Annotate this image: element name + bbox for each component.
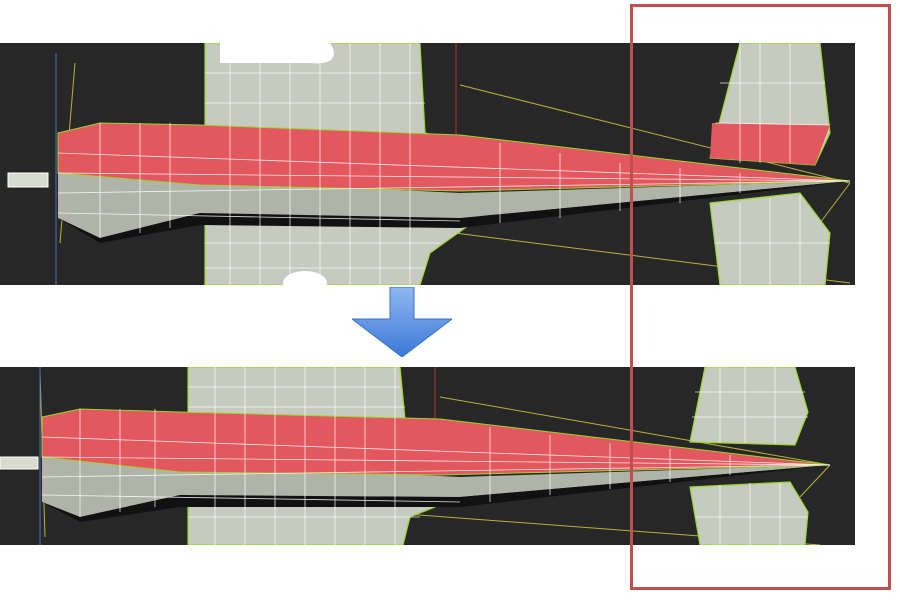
wireframe [41, 367, 831, 545]
tail-fin-lower [689, 481, 809, 545]
propeller-shaft [7, 172, 49, 188]
canopy [220, 43, 334, 64]
wireframe [57, 43, 851, 285]
down-arrow-icon [352, 287, 452, 357]
tail-wireframe [692, 367, 808, 545]
wheel-well [283, 271, 327, 285]
viewport-before[interactable] [0, 43, 855, 285]
uv-mesh-before [7, 43, 851, 285]
propeller-shaft [0, 456, 39, 470]
fuselage-lower [58, 173, 850, 238]
tail-fin-upper [689, 367, 809, 446]
highlight-box [630, 4, 891, 590]
uv-mesh-after [0, 367, 831, 545]
viewport-after[interactable] [0, 367, 855, 545]
tail-wireframe [714, 43, 831, 285]
